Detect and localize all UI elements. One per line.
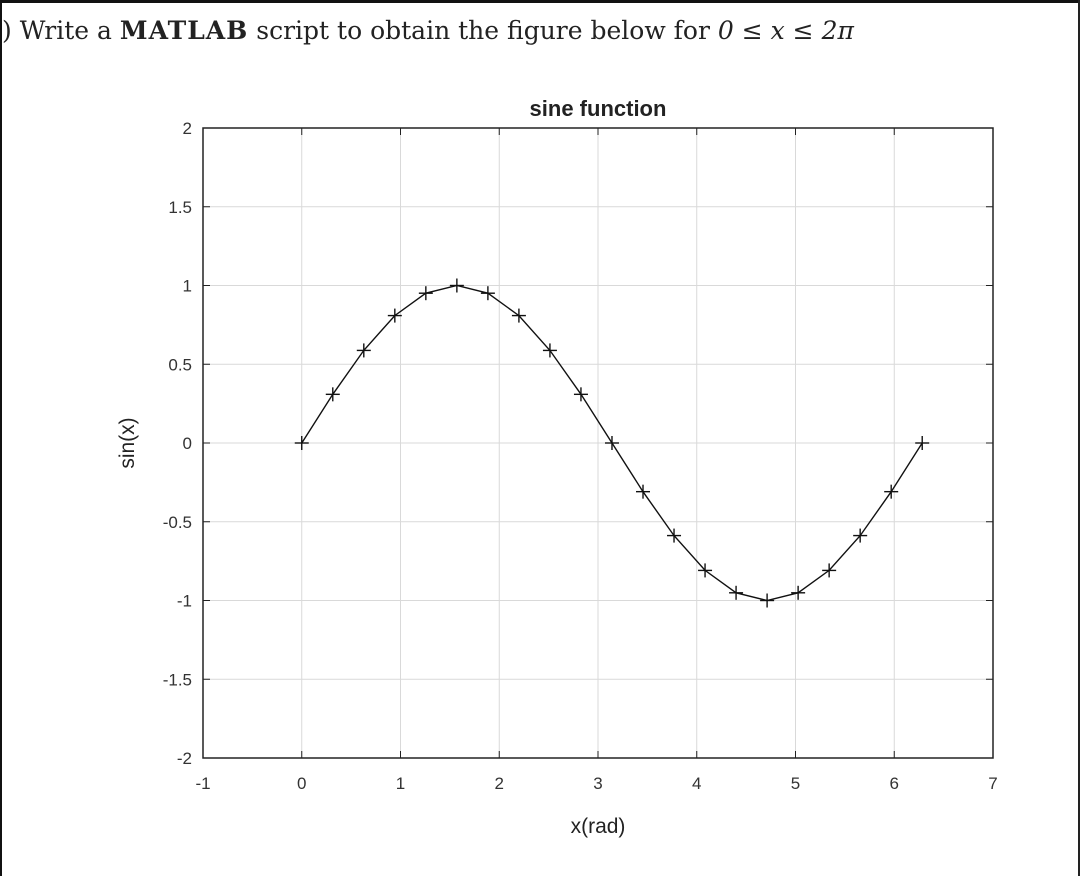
x-axis-label: x(rad) bbox=[571, 815, 626, 838]
left-border bbox=[0, 0, 2, 876]
y-tick-label: -1 bbox=[177, 592, 192, 611]
data-point-marker bbox=[636, 484, 651, 499]
data-point-marker bbox=[853, 528, 868, 543]
x-tick-label: 0 bbox=[297, 774, 306, 793]
y-tick-label: 0 bbox=[183, 434, 192, 453]
software-name: MATLAB bbox=[119, 16, 249, 45]
data-point-marker bbox=[542, 343, 557, 358]
data-point-marker bbox=[729, 585, 744, 600]
y-tick-label: -1.5 bbox=[163, 670, 192, 689]
top-border bbox=[0, 0, 1080, 3]
data-point-marker bbox=[356, 343, 371, 358]
question-text: ) Write a MATLAB script to obtain the fi… bbox=[2, 16, 854, 45]
data-point-marker bbox=[604, 436, 619, 450]
x-tick-label: 7 bbox=[988, 774, 997, 793]
data-point-marker bbox=[822, 563, 837, 578]
chart-title: sine function bbox=[530, 96, 667, 121]
x-tick-label: -1 bbox=[195, 774, 210, 793]
x-tick-label: 4 bbox=[692, 774, 701, 793]
x-tick-label: 6 bbox=[890, 774, 899, 793]
data-point-marker bbox=[573, 387, 588, 402]
data-point-marker bbox=[667, 528, 682, 543]
question-number-mark: ) bbox=[2, 16, 12, 45]
question-suffix: script to obtain the figure below for bbox=[248, 16, 718, 45]
y-axis-label: sin(x) bbox=[116, 417, 139, 468]
y-tick-label: 2 bbox=[183, 119, 192, 138]
data-point-marker bbox=[325, 387, 340, 402]
data-point-marker bbox=[449, 278, 464, 293]
x-tick-label: 1 bbox=[396, 774, 405, 793]
data-point-marker bbox=[698, 563, 713, 578]
right-border bbox=[1078, 0, 1080, 876]
data-point-marker bbox=[791, 585, 806, 600]
data-point-marker bbox=[387, 308, 402, 323]
x-tick-label: 2 bbox=[495, 774, 504, 793]
data-point-marker bbox=[915, 436, 930, 450]
y-tick-label: 0.5 bbox=[168, 355, 192, 374]
y-tick-label: 1 bbox=[183, 277, 192, 296]
x-tick-label: 3 bbox=[593, 774, 602, 793]
y-tick-label: -0.5 bbox=[163, 513, 192, 532]
y-tick-label: -2 bbox=[177, 749, 192, 768]
data-point-marker bbox=[884, 484, 899, 499]
data-point-marker bbox=[418, 286, 433, 301]
data-point-marker bbox=[480, 286, 495, 301]
x-tick-label: 5 bbox=[791, 774, 800, 793]
question-prefix: Write a bbox=[19, 16, 120, 45]
data-point-marker bbox=[511, 308, 526, 323]
y-tick-label: 1.5 bbox=[168, 198, 192, 217]
data-point-marker bbox=[294, 436, 309, 450]
range-expression: 0 ≤ x ≤ 2π bbox=[717, 16, 854, 45]
data-point-marker bbox=[760, 593, 775, 608]
